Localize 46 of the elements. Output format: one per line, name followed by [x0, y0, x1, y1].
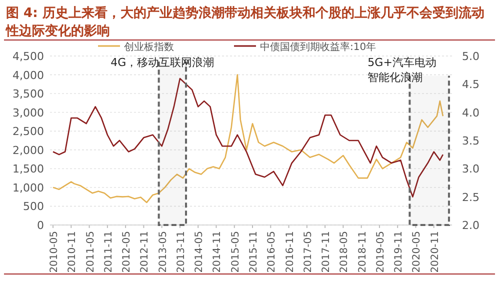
x-tick-label: 2011-05: [85, 231, 96, 273]
y2-tick-label: 4.0: [462, 106, 480, 120]
band-label: 4G，移动互联网浪潮: [110, 56, 214, 69]
x-tick-label: 2010-05: [49, 231, 60, 273]
y2-tick-label: 5.0: [462, 50, 480, 63]
x-tick-label: 2010-11: [67, 231, 78, 273]
x-tick-label: 2012-05: [122, 231, 133, 273]
x-tick-label: 2020-05: [412, 231, 423, 273]
y-tick-label: 500: [23, 200, 44, 214]
legend-label: 中债国债到期收益率:10年: [260, 41, 376, 53]
y-tick-label: 1,500: [12, 162, 44, 176]
y2-tick-label: 2.0: [462, 219, 480, 232]
y2-tick-label: 3.5: [462, 134, 480, 148]
x-tick-label: 2019-11: [394, 231, 405, 273]
x-tick-label: 2018-11: [357, 231, 368, 273]
x-tick-label: 2015-05: [230, 231, 242, 273]
x-tick-label: 2018-05: [339, 231, 350, 273]
y-tick-label: 2,500: [12, 125, 44, 138]
title: 图 4: 历史上来看，大的产业趋势浪潮带动相关板块和个股的上涨几乎不会受到流动性边际变化的影响: [6, 6, 484, 39]
x-tick-label: 2013-05: [158, 231, 169, 273]
y-tick-label: 3,500: [12, 88, 44, 101]
y-tick-label: 3,000: [12, 106, 44, 120]
x-tick-label: 2012-11: [140, 231, 151, 273]
y-tick-label: 1,000: [12, 181, 44, 194]
x-tick-label: 2020-11: [430, 231, 441, 273]
band: 4G，移动互联网浪潮: [110, 56, 214, 226]
y-tick-label: 4,000: [12, 68, 44, 82]
y2-tick-label: 3.0: [462, 162, 480, 176]
x-tick-label: 2016-05: [266, 231, 278, 273]
x-tick-label: 2017-05: [302, 231, 314, 273]
band-label: 5G+汽车电动智能化浪潮: [368, 56, 436, 84]
x-tick-label: 2014-11: [212, 231, 224, 273]
x-tick-label: 2016-11: [284, 231, 296, 273]
x-tick-label: 2013-11: [176, 231, 187, 273]
band: 5G+汽车电动智能化浪潮: [368, 56, 450, 226]
x-tick-label: 2015-11: [248, 231, 260, 273]
y-tick-label: 4,500: [12, 50, 44, 63]
y2-tick-label: 2.5: [462, 190, 480, 204]
x-tick-label: 2014-05: [194, 231, 206, 273]
legend-label: 创业板指数: [124, 41, 174, 53]
y-tick-label: 0: [37, 219, 44, 232]
y-tick-label: 2,000: [12, 144, 44, 157]
y2-tick-label: 4.5: [462, 78, 480, 92]
x-tick-label: 2019-05: [375, 231, 386, 273]
x-tick-label: 2017-11: [321, 231, 332, 273]
x-tick-label: 2011-11: [103, 231, 114, 273]
